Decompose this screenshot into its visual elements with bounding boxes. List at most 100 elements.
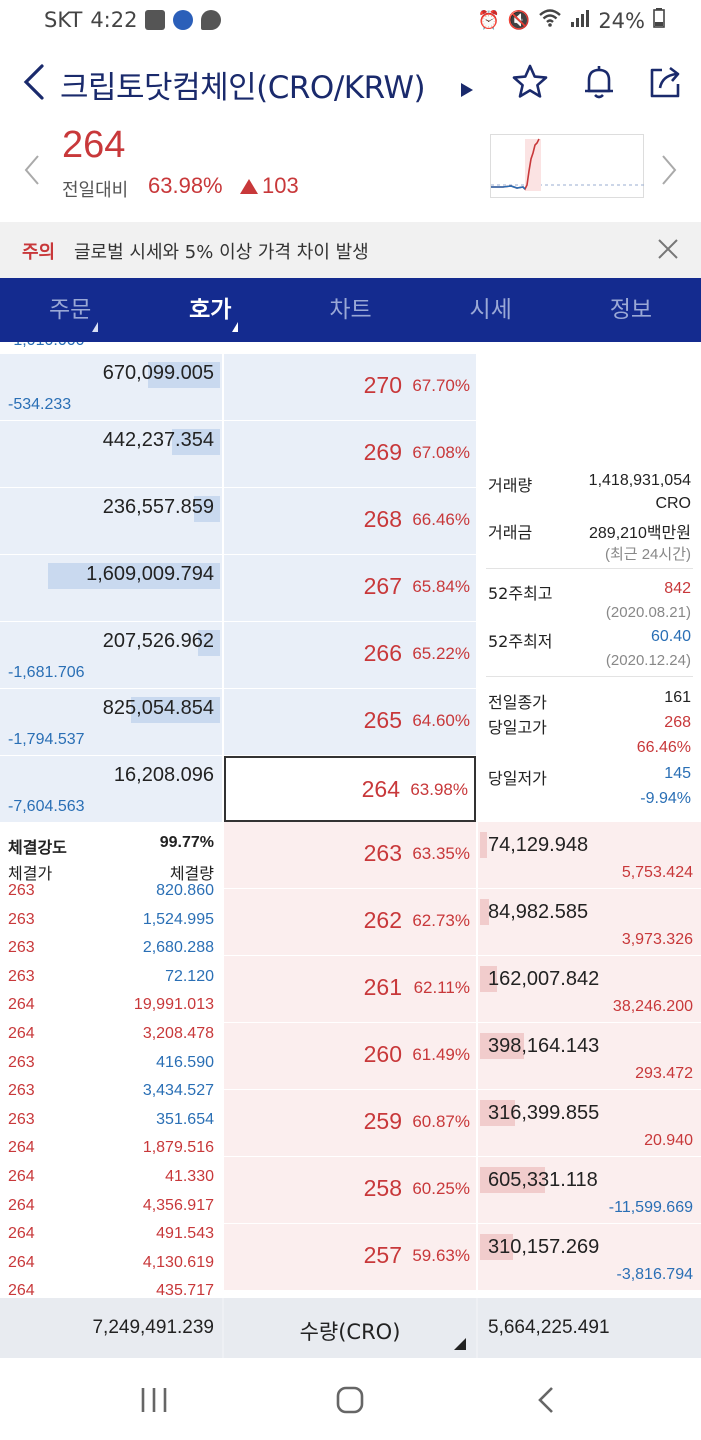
ask-price-cell[interactable]: 266 65.22% [224, 622, 476, 688]
ask-volume-cell[interactable]: 442,237.354 [0, 421, 222, 487]
bid-volume: 162,007.842 [488, 968, 600, 990]
ask-row[interactable]: 16,208.096 -7,604.563 264 63.98% [0, 756, 477, 822]
trade-qty: 2,680.288 [142, 939, 214, 957]
alert-button[interactable] [579, 62, 619, 102]
bid-row[interactable]: 261 62.11% 162,007.842 38,246.200 [224, 956, 701, 1022]
ask-volume-bar [148, 362, 220, 388]
bid-row[interactable]: 258 60.25% 605,331.118 -11,599.669 [224, 1157, 701, 1223]
bid-volume-cell[interactable]: 84,982.585 3,973.326 [478, 889, 701, 955]
day-low-label: 당일저가 [488, 769, 547, 788]
high52-label: 52주최고 [488, 584, 553, 603]
tab-bar: 주문 호가 차트 시세 정보 [0, 278, 701, 342]
trade-qty: 820.860 [156, 882, 214, 899]
ask-volume-cell[interactable]: 236,557.859 [0, 488, 222, 554]
bid-rate: 62.73% [412, 911, 470, 930]
tab-quotes[interactable]: 시세 [421, 278, 561, 342]
bid-row[interactable]: 262 62.73% 84,982.585 3,973.326 [224, 889, 701, 955]
bid-row[interactable]: 260 61.49% 398,164.143 293.472 [224, 1023, 701, 1089]
bid-price-cell[interactable]: 263 63.35% [224, 822, 476, 888]
trade-price: 264 [8, 1139, 35, 1157]
bid-row[interactable]: 263 63.35% 74,129.948 5,753.424 [224, 822, 701, 888]
prev-coin-button[interactable] [20, 150, 44, 190]
bell-icon [585, 66, 613, 99]
ask-price-cell[interactable]: 267 65.84% [224, 555, 476, 621]
bid-volume-cell[interactable]: 316,399.855 20.940 [478, 1090, 701, 1156]
favorite-button[interactable] [510, 62, 550, 102]
coin-title[interactable]: 크립토닷컴체인(CRO/KRW) [60, 70, 426, 106]
ask-price-cell[interactable]: 269 67.08% [224, 421, 476, 487]
totals-bar: 7,249,491.239 수량(CRO) 5,664,225.491 [0, 1298, 701, 1358]
ask-rate: 64.60% [412, 711, 470, 730]
header: 크립토닷컴체인(CRO/KRW) [0, 48, 701, 118]
ask-price-cell[interactable]: 270 67.70% [224, 354, 476, 420]
mini-chart[interactable] [490, 134, 645, 198]
bid-rate: 60.87% [412, 1112, 470, 1131]
bid-row[interactable]: 257 59.63% 310,157.269 -3,816.794 [224, 1224, 701, 1290]
next-coin-button[interactable] [657, 150, 681, 190]
ask-volume-cell[interactable]: 207,526.962 -1,681.706 [0, 622, 222, 688]
ask-volume: 442,237.354 [102, 429, 214, 451]
ask-row[interactable]: 1,609,009.794 267 65.84% [0, 555, 477, 621]
up-triangle-icon [240, 179, 258, 194]
bid-volume-bar [480, 899, 489, 925]
ask-row[interactable]: 825,054.854 -1,794.537 265 64.60% [0, 689, 477, 755]
tab-info[interactable]: 정보 [561, 278, 701, 342]
trade-history: 체결강도 99.77% 체결가 체결량 263 820.860 263 1,524.9… [0, 822, 222, 1298]
recent-apps-button[interactable] [134, 1380, 174, 1420]
ask-rate: 66.46% [412, 510, 470, 529]
trade-qty: 351.654 [156, 1110, 214, 1128]
ask-row[interactable]: 442,237.354 269 67.08% [0, 421, 477, 487]
home-button[interactable] [330, 1380, 370, 1420]
ask-row[interactable]: 207,526.962 -1,681.706 266 65.22% [0, 622, 477, 688]
bid-volume-bar [480, 1033, 524, 1059]
bid-price-cell[interactable]: 260 61.49% [224, 1023, 476, 1089]
strength-label: 체결강도 [8, 838, 67, 857]
ask-price-cell[interactable]: 264 63.98% [224, 756, 476, 822]
bid-rate: 63.35% [412, 844, 470, 863]
title-dropdown-icon[interactable] [461, 83, 473, 97]
ask-row[interactable]: 670,099.005 -534.233 270 67.70% [0, 354, 477, 420]
bid-price-cell[interactable]: 261 62.11% [224, 956, 476, 1022]
trade-row: 263 3,434.527 [0, 1078, 222, 1106]
share-button[interactable] [646, 62, 686, 102]
tab-chart[interactable]: 차트 [280, 278, 420, 342]
ask-diff: -1,794.537 [8, 731, 85, 748]
back-button[interactable] [14, 60, 54, 104]
ask-price-cell[interactable]: 268 66.46% [224, 488, 476, 554]
ask-volume-cell[interactable]: 16,208.096 -7,604.563 [0, 756, 222, 822]
tab-order[interactable]: 주문 [0, 278, 140, 342]
strength-value: 99.77% [159, 834, 214, 851]
trade-qty: 3,208.478 [142, 1025, 214, 1042]
bid-volume-cell[interactable]: 74,129.948 5,753.424 [478, 822, 701, 888]
trade-qty: 435.717 [156, 1282, 214, 1298]
ask-volume-bar [194, 496, 220, 522]
chevron-left-icon [24, 155, 39, 185]
ask-price-cell[interactable]: 265 64.60% [224, 689, 476, 755]
bid-total: 5,664,225.491 [488, 1317, 610, 1338]
ask-volume-cell[interactable]: 1,609,009.794 [0, 555, 222, 621]
ask-volume-cell[interactable]: 825,054.854 -1,794.537 [0, 689, 222, 755]
bid-row[interactable]: 259 60.87% 316,399.855 20.940 [224, 1090, 701, 1156]
bid-volume-cell[interactable]: 605,331.118 -11,599.669 [478, 1157, 701, 1223]
alarm-icon: ⏰ [477, 10, 500, 31]
ask-price: 267 [363, 573, 402, 599]
bid-price-cell[interactable]: 258 60.25% [224, 1157, 476, 1223]
bid-volume-cell[interactable]: 162,007.842 38,246.200 [478, 956, 701, 1022]
bid-volume-cell[interactable]: 398,164.143 293.472 [478, 1023, 701, 1089]
bid-price-cell[interactable]: 259 60.87% [224, 1090, 476, 1156]
bid-price-cell[interactable]: 262 62.73% [224, 889, 476, 955]
ask-volume: 236,557.859 [102, 496, 214, 518]
change-rate: 63.98% [148, 173, 223, 198]
unit-selector[interactable]: 수량(CRO) [224, 1298, 476, 1358]
back-nav-button[interactable] [526, 1380, 566, 1420]
notice-close-button[interactable] [655, 236, 681, 262]
trade-price: 263 [8, 882, 35, 899]
trade-price: 263 [8, 967, 35, 985]
ask-row[interactable]: 236,557.859 268 66.46% [0, 488, 477, 554]
tab-orderbook[interactable]: 호가 [140, 278, 280, 342]
bid-price-cell[interactable]: 257 59.63% [224, 1224, 476, 1290]
trade-row: 264 4,130.619 [0, 1250, 222, 1278]
bid-volume-cell[interactable]: 310,157.269 -3,816.794 [478, 1224, 701, 1290]
ask-volume-cell[interactable]: 670,099.005 -534.233 [0, 354, 222, 420]
bid-price: 260 [363, 1041, 402, 1067]
